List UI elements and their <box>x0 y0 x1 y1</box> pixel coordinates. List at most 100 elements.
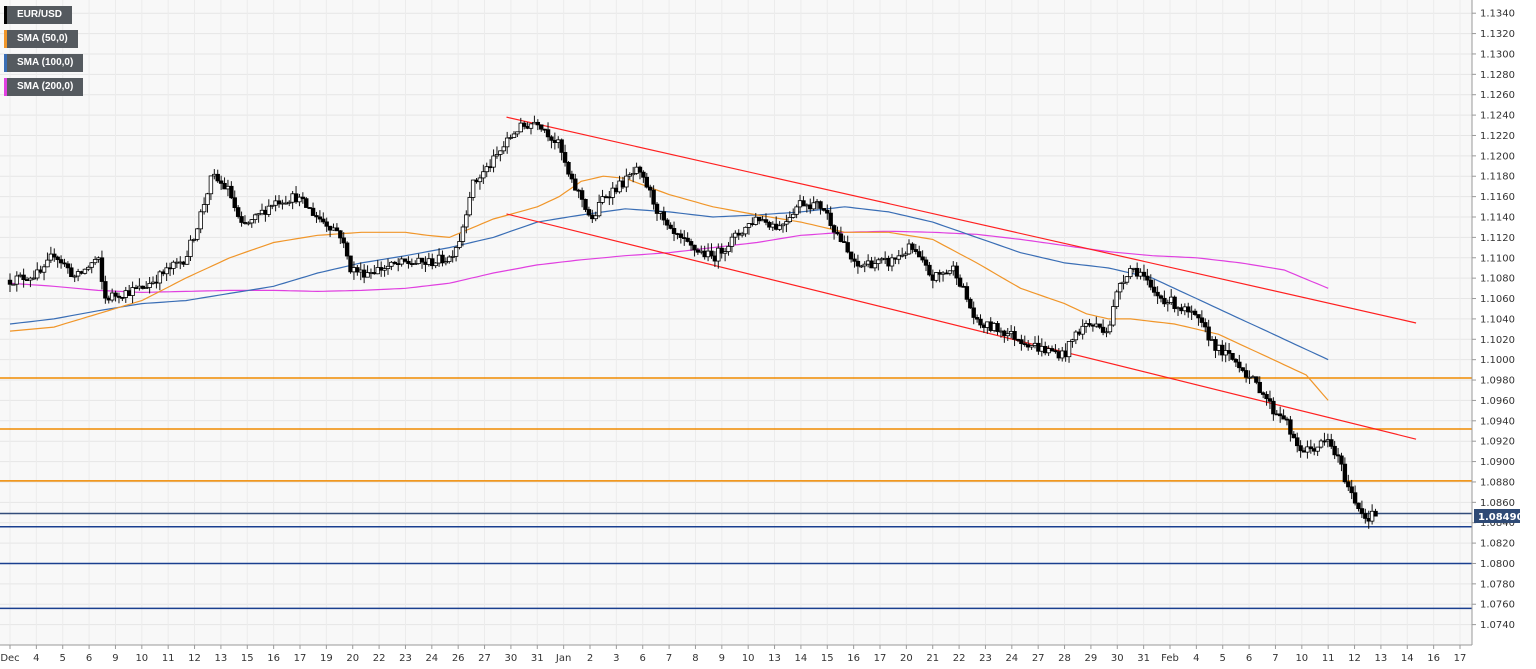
candle-body <box>508 137 513 139</box>
x-tick-label: 23 <box>399 653 412 664</box>
candle-body <box>1100 326 1106 333</box>
x-axis-ticks: Dec 4 5 6 9 10 11 12 13 15 16 17 19 20 22 23 24 26 27 30 31 J… <box>0 645 1466 664</box>
legend-sma100[interactable]: SMA (100,0) <box>4 54 84 72</box>
legend-sma50[interactable]: SMA (50,0) <box>4 30 78 48</box>
candle-body <box>1162 297 1167 305</box>
candle-body <box>1053 350 1058 353</box>
candle-body <box>903 253 908 256</box>
candle-body <box>566 161 571 175</box>
candle-body <box>1121 281 1126 284</box>
current-price-tag-bg <box>1474 509 1520 523</box>
candle-body <box>719 247 724 254</box>
legend-sma200[interactable]: SMA (200,0) <box>4 78 84 96</box>
candle-body <box>157 271 163 284</box>
x-tick-label: 2 <box>587 653 593 664</box>
x-tick-label: 29 <box>1085 653 1098 664</box>
candle-body <box>579 190 585 200</box>
candle-body <box>651 189 656 205</box>
candle-body <box>661 211 667 221</box>
candle-body <box>610 187 615 198</box>
candle-body <box>215 173 220 182</box>
candle-body <box>859 265 864 268</box>
candle-body <box>55 256 60 261</box>
sma200-line <box>9 230 1329 294</box>
candle-body <box>1186 306 1191 313</box>
candle-body <box>777 225 782 230</box>
candle-body <box>504 137 510 148</box>
candle-body <box>1295 437 1300 447</box>
candle-body <box>484 166 489 173</box>
candle-body <box>338 230 343 239</box>
x-tick-label: 24 <box>1005 653 1018 664</box>
y-tick-label: 1.1280 <box>1480 70 1515 81</box>
candle-body <box>855 260 861 267</box>
candle-body <box>763 219 769 223</box>
y-tick-label: 1.1000 <box>1480 355 1515 366</box>
x-tick-label: 8 <box>692 653 698 664</box>
candle-body <box>876 259 881 264</box>
candle-body <box>678 233 684 238</box>
candle-body <box>392 261 397 264</box>
x-tick-label: 12 <box>1348 653 1361 664</box>
candle-body <box>586 209 592 216</box>
candle-body <box>1237 361 1242 369</box>
candle-body <box>1172 296 1177 309</box>
candle-body <box>453 247 459 257</box>
candle-body <box>624 175 629 188</box>
candle-body <box>481 171 486 179</box>
candle-body <box>1145 275 1150 281</box>
candle-body <box>1148 279 1153 288</box>
current-price-tag: 1.08490 <box>1474 509 1524 523</box>
candle-body <box>528 123 534 129</box>
x-tick-label: 11 <box>1322 653 1335 664</box>
sma100-line <box>9 206 1329 361</box>
x-tick-label: 23 <box>979 653 992 664</box>
x-tick-label: 22 <box>373 653 386 664</box>
candle-body <box>818 201 823 209</box>
y-tick-label: 1.1060 <box>1480 294 1515 305</box>
candle-body <box>964 286 970 300</box>
candle-body <box>1335 454 1341 457</box>
candle-body <box>72 275 77 278</box>
candle-body <box>430 258 435 267</box>
candle-body <box>1257 381 1262 394</box>
candle-body <box>82 268 88 274</box>
candle-body <box>968 298 973 309</box>
candle-body <box>1114 291 1119 307</box>
candle-body <box>276 200 282 205</box>
candle-body <box>116 295 122 298</box>
x-tick-label: 14 <box>795 653 808 664</box>
candle-body <box>1308 446 1314 450</box>
candle-body <box>341 237 346 244</box>
candle-body <box>75 271 81 277</box>
y-tick-label: 1.1180 <box>1480 172 1515 183</box>
y-tick-label: 1.1100 <box>1480 253 1515 264</box>
x-tick-label: 13 <box>1375 653 1388 664</box>
y-tick-label: 1.1340 <box>1480 9 1515 20</box>
candle-body <box>630 173 636 176</box>
candle-body <box>596 202 602 217</box>
current-price-label: 1.08490 <box>1478 512 1524 523</box>
candle-body <box>641 171 646 178</box>
x-tick-label: 27 <box>1032 653 1045 664</box>
candle-body <box>729 236 735 247</box>
candle-body <box>934 272 939 281</box>
y-tick-label: 1.1240 <box>1480 111 1515 122</box>
y-tick-label: 1.1160 <box>1480 192 1515 203</box>
legend-eurusd[interactable]: EUR/USD <box>4 6 73 24</box>
y-tick-label: 1.1080 <box>1480 274 1515 285</box>
y-tick-label: 1.1200 <box>1480 151 1515 162</box>
candle-body <box>198 211 203 230</box>
candle-body <box>791 213 796 218</box>
candle-body <box>709 250 714 257</box>
candle-body <box>947 270 953 274</box>
candle-body <box>600 196 605 203</box>
x-tick-label: 12 <box>188 653 201 664</box>
candle-body <box>1359 508 1365 514</box>
candle-body <box>477 177 483 183</box>
candle-body <box>1315 446 1320 452</box>
y-tick-label: 1.0760 <box>1480 600 1515 611</box>
candle-body <box>1117 283 1123 293</box>
candle-body <box>1158 295 1164 299</box>
